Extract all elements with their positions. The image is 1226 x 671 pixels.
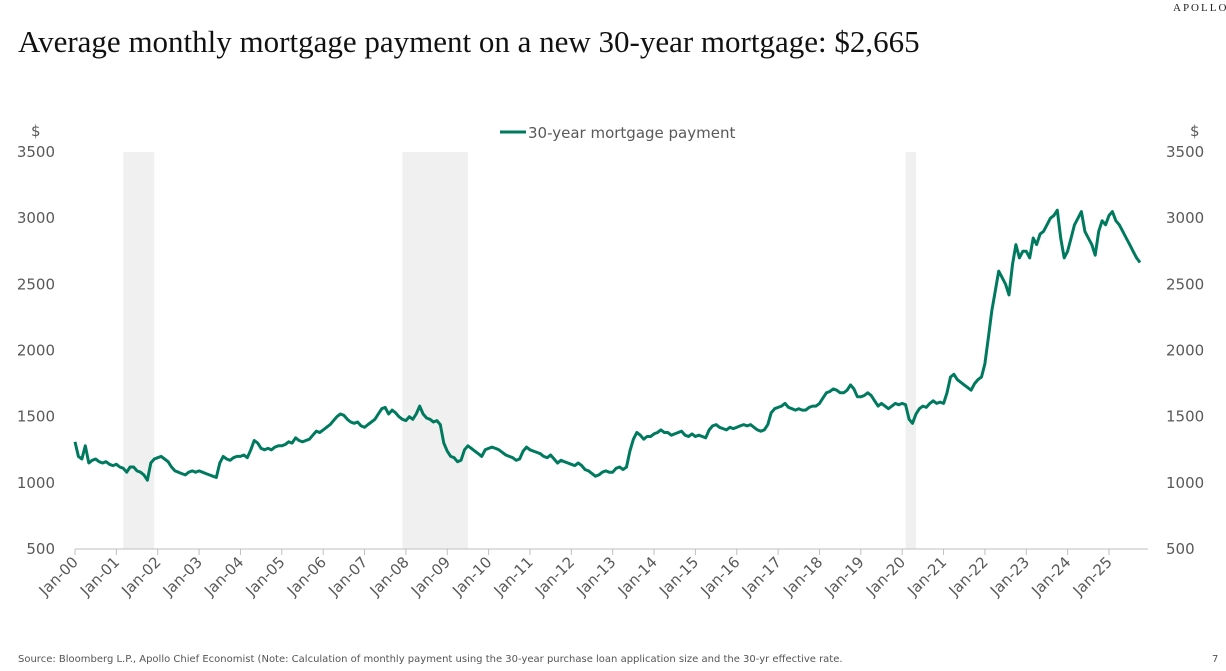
x-tick-label: Jan-19: [821, 553, 868, 600]
y2-tick-label: 1500: [1166, 408, 1204, 426]
y-tick-label: 500: [26, 540, 55, 558]
x-tick-label: Jan-07: [324, 553, 371, 600]
chart-title: Average monthly mortgage payment on a ne…: [18, 24, 920, 59]
x-tick-label: Jan-21: [903, 553, 950, 600]
x-tick-label: Jan-17: [738, 553, 785, 600]
y2-tick-label: 3500: [1166, 143, 1204, 161]
x-tick-label: Jan-25: [1069, 553, 1116, 600]
y2-tick-label: 2000: [1166, 342, 1204, 360]
legend-label: 30-year mortgage payment: [528, 124, 735, 142]
y2-tick-label: 3000: [1166, 209, 1204, 227]
x-tick-label: Jan-18: [779, 553, 826, 600]
y-tick-label: 3000: [17, 209, 55, 227]
recession-band: [123, 152, 155, 549]
x-tick-label: Jan-00: [35, 553, 82, 600]
y2-tick-label: 2500: [1166, 275, 1204, 293]
recession-band: [402, 152, 468, 549]
x-tick-label: Jan-06: [283, 553, 330, 600]
y-tick-label: 2500: [17, 275, 55, 293]
x-tick-label: Jan-12: [531, 553, 578, 600]
y-unit: $: [31, 122, 41, 140]
x-tick-label: Jan-24: [1027, 553, 1074, 600]
source-note: Source: Bloomberg L.P., Apollo Chief Eco…: [18, 654, 843, 665]
page-number: 7: [1212, 654, 1218, 665]
brand: APOLLO: [1173, 2, 1226, 14]
x-tick-label: Jan-15: [655, 553, 702, 600]
x-tick-label: Jan-23: [986, 553, 1033, 600]
x-tick-label: Jan-13: [572, 553, 619, 600]
x-tick-label: Jan-09: [407, 553, 454, 600]
x-tick-label: Jan-02: [117, 553, 164, 600]
recession-band: [905, 152, 916, 549]
y-tick-label: 3500: [17, 143, 55, 161]
y2-tick-label: 1000: [1166, 474, 1204, 492]
x-tick-label: Jan-01: [76, 553, 123, 600]
data-line: [73, 208, 1142, 482]
x-tick-label: Jan-16: [696, 553, 743, 600]
x-tick-label: Jan-11: [490, 553, 537, 600]
x-tick-label: Jan-20: [862, 553, 909, 600]
x-tick-label: Jan-08: [366, 553, 413, 600]
x-tick-label: Jan-03: [159, 553, 206, 600]
x-tick-label: Jan-14: [614, 553, 661, 600]
y-tick-label: 2000: [17, 342, 55, 360]
y2-tick-label: 500: [1166, 540, 1195, 558]
y-tick-label: 1500: [17, 408, 55, 426]
x-tick-label: Jan-22: [945, 553, 992, 600]
y-tick-label: 1000: [17, 474, 55, 492]
x-tick-label: Jan-10: [448, 553, 495, 600]
y2-unit: $: [1190, 122, 1200, 140]
x-tick-label: Jan-04: [200, 553, 247, 600]
x-tick-label: Jan-05: [242, 553, 289, 600]
